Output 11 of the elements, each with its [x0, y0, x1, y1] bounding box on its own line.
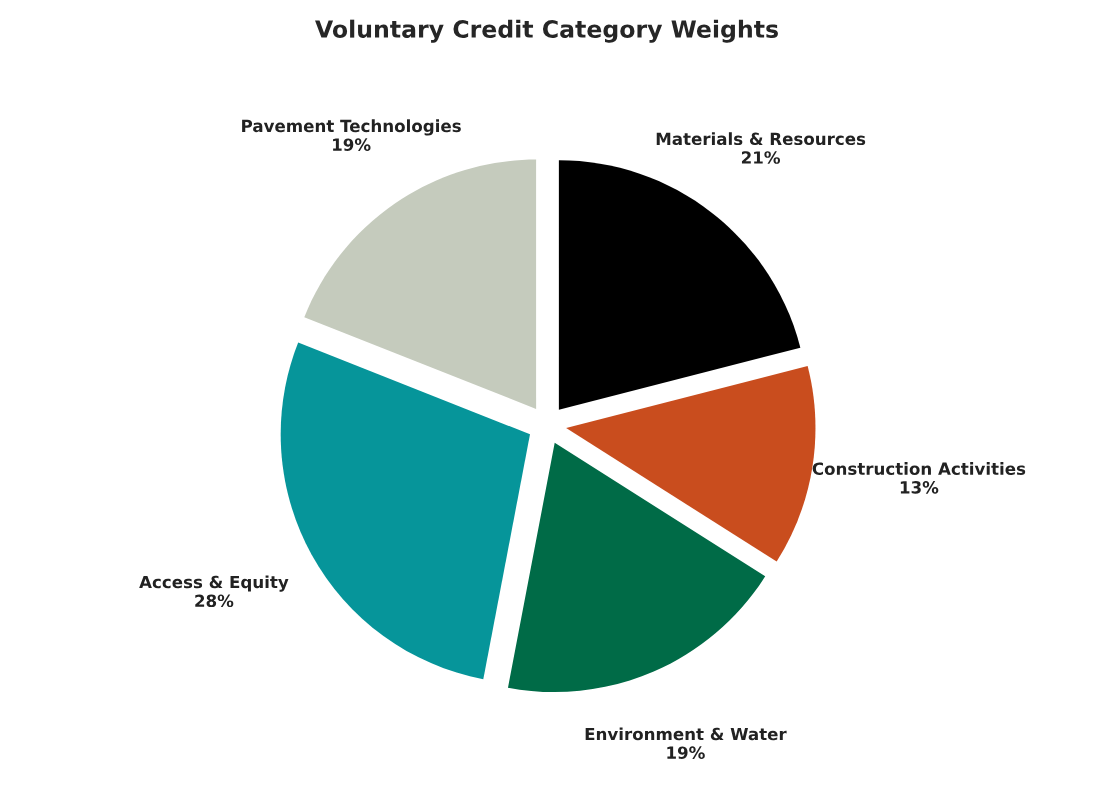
slice-label: Environment & Water	[585, 727, 787, 741]
data-label: 28%	[195, 594, 234, 608]
slice-label: Pavement Technologies	[242, 119, 461, 136]
data-label: 21%	[741, 151, 781, 164]
slice-label: Materials & Resources	[656, 132, 866, 146]
chart-title: Voluntary Credit Category Weights	[315, 19, 778, 43]
slice-label: Construction Activities	[812, 462, 1026, 475]
data-label: 19%	[667, 746, 705, 759]
data-label: 13%	[900, 481, 939, 494]
data-label: 19%	[333, 138, 371, 151]
slice-label: Access & Equity	[139, 575, 289, 592]
